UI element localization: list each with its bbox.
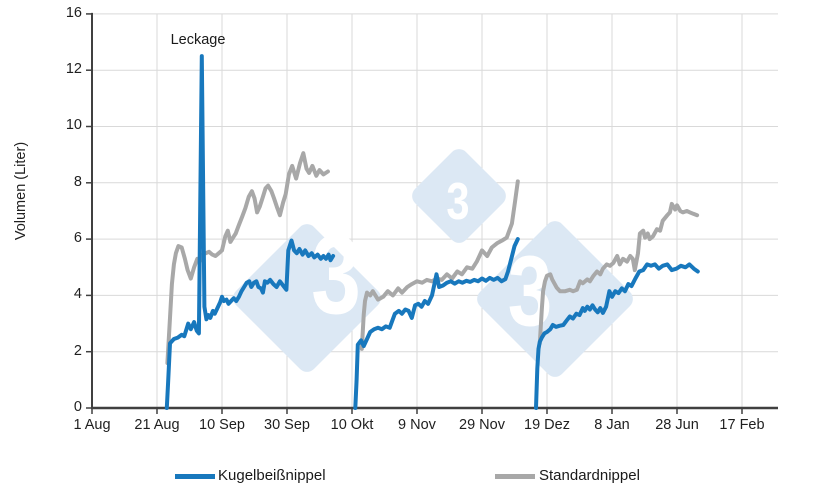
annotation-leckage: Leckage — [170, 32, 226, 48]
x-axis-label: 21 Aug — [134, 417, 180, 433]
x-axis-label: 10 Sep — [199, 417, 245, 433]
y-axis-label: 16 — [65, 5, 82, 21]
series-line-kugelbeissnippel — [164, 54, 336, 410]
watermark-diamond — [477, 221, 633, 377]
legend-label-kugelbeissnippel: Kugelbeißnippel — [218, 467, 326, 484]
series-line-standardnippel — [537, 201, 700, 346]
watermark-3-glyph: 3 — [311, 213, 361, 338]
y-axis-label: 10 — [65, 117, 82, 133]
y-axis-label: 2 — [73, 343, 82, 359]
y-axis-label: 4 — [73, 286, 82, 302]
x-axis-label: 30 Sep — [264, 417, 310, 433]
legend-swatch-kugelbeissnippel — [175, 474, 215, 479]
x-axis-label: 9 Nov — [398, 417, 436, 433]
y-axis-title: Volumen (Liter) — [13, 141, 29, 241]
x-axis-label: 8 Jan — [594, 417, 630, 433]
legend-swatch-standardnippel — [495, 474, 535, 479]
x-axis-label: 28 Jun — [655, 417, 699, 433]
y-axis-label: 8 — [73, 174, 82, 190]
y-axis-label: 6 — [73, 230, 82, 246]
y-axis-label: 0 — [73, 399, 82, 415]
series-line-kugelbeissnippel — [353, 237, 520, 410]
series-line-kugelbeissnippel — [534, 262, 700, 410]
chart-plot: 33 3 — [86, 12, 778, 414]
x-axis-label: 29 Nov — [459, 417, 505, 433]
watermark-3-glyph: 3 — [446, 172, 469, 231]
x-axis-label: 10 Okt — [330, 417, 374, 433]
x-axis-label: 19 Dez — [524, 417, 570, 433]
watermark-diamond — [412, 149, 506, 243]
x-axis-label: 1 Aug — [73, 417, 111, 433]
watermark-diamond — [233, 224, 381, 372]
y-axis-label: 12 — [65, 61, 82, 77]
series-line-standardnippel — [165, 151, 330, 365]
legend-label-standardnippel: Standardnippel — [539, 467, 640, 484]
x-axis-label: 17 Feb — [719, 417, 765, 433]
